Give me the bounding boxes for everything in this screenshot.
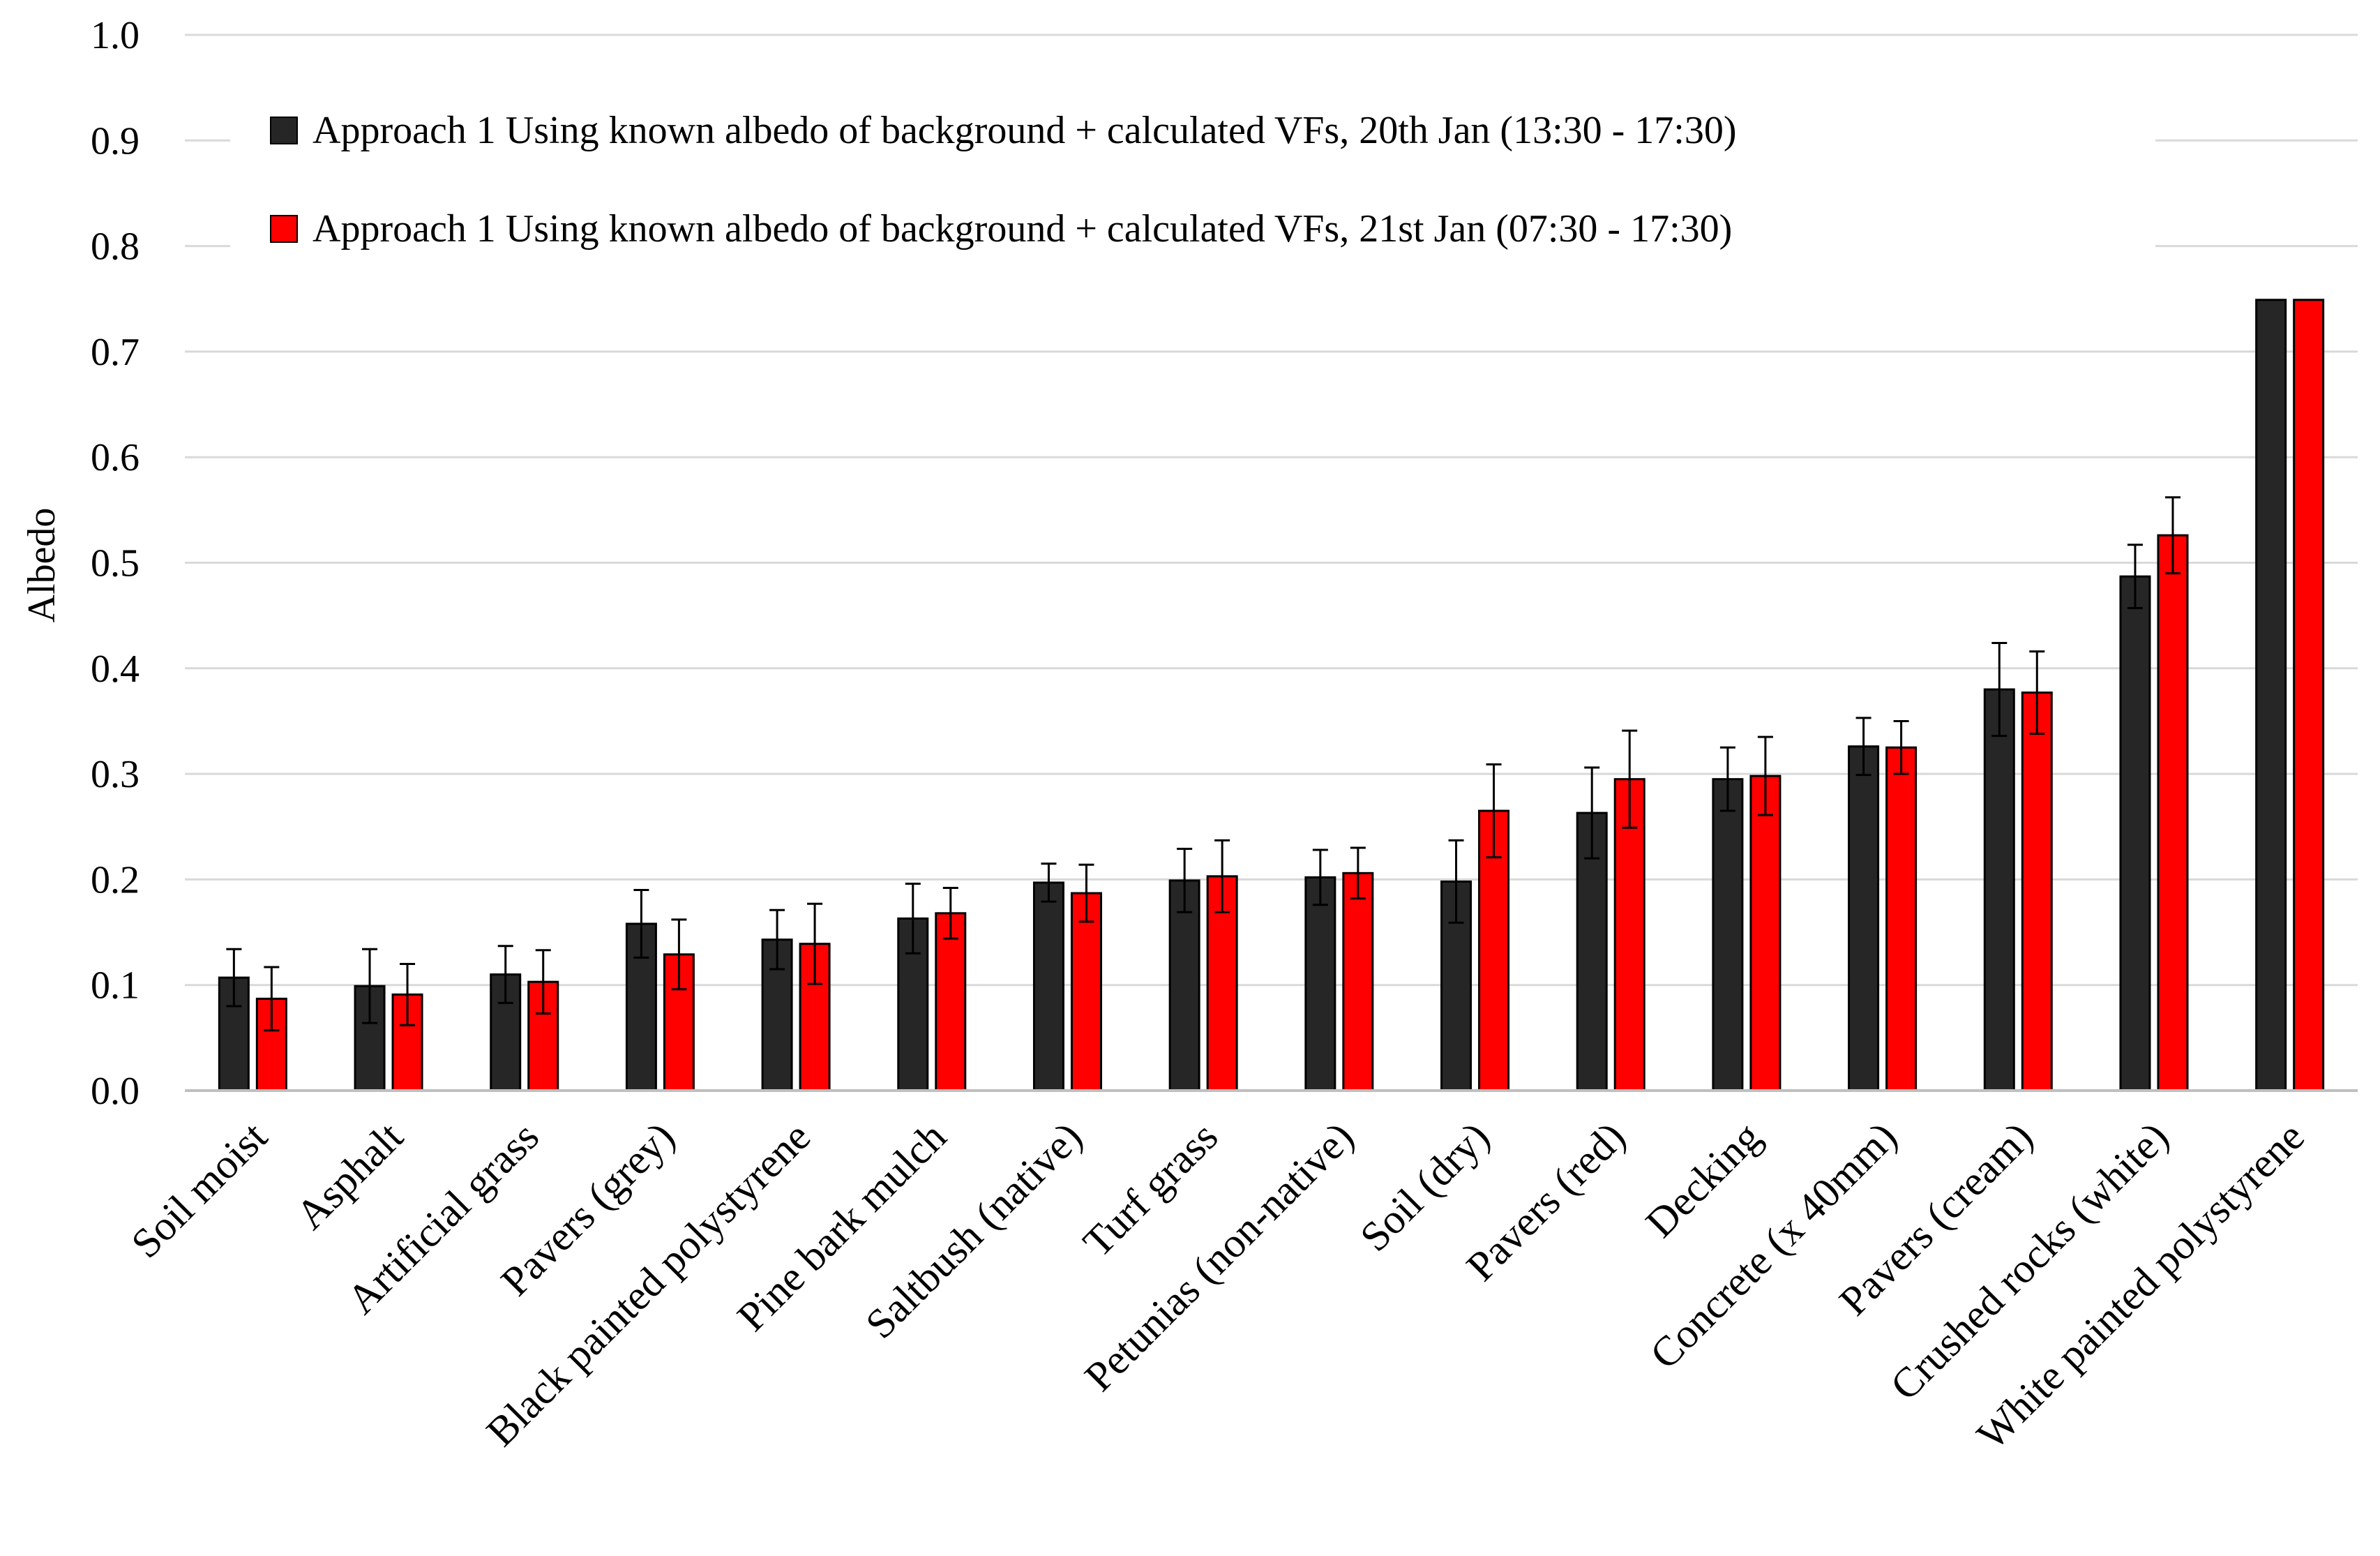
x-tick-label: Concrete (x 40mm) <box>1641 1114 1906 1378</box>
y-tick-label: 0.4 <box>91 648 140 691</box>
bar-series-2 <box>2021 691 2053 1092</box>
bars <box>218 299 2325 1092</box>
legend: Approach 1 Using known albedo of backgro… <box>230 92 2155 262</box>
y-tick-label: 0.5 <box>91 542 140 585</box>
bar-series-1 <box>2119 575 2151 1092</box>
bar-series-1 <box>1168 879 1200 1092</box>
legend-swatch-series-2 <box>270 215 298 243</box>
y-tick-label: 0.0 <box>91 1070 140 1113</box>
bar-series-1 <box>2255 299 2287 1092</box>
bar-series-2 <box>2157 534 2189 1092</box>
legend-label-series-1: Approach 1 Using known albedo of backgro… <box>312 109 1736 152</box>
y-tick-label: 1.0 <box>91 14 140 57</box>
x-tick-label: Asphalt <box>287 1113 412 1238</box>
y-axis-title: Albedo <box>20 508 63 623</box>
bar-series-2 <box>1885 746 1918 1092</box>
error-bars <box>226 496 2181 1032</box>
legend-background <box>230 92 2155 262</box>
x-tick-label: Soil moist <box>123 1113 276 1266</box>
y-tick-label: 0.3 <box>91 753 140 796</box>
x-tick-label: Decking <box>1637 1114 1770 1246</box>
bar-series-2 <box>935 912 967 1092</box>
y-tick-label: 0.2 <box>91 858 140 902</box>
y-tick-label: 0.7 <box>91 331 140 374</box>
y-tick-label: 0.8 <box>91 225 140 269</box>
x-tick-label: Petunias (non-native) <box>1076 1114 1362 1400</box>
bar-series-2 <box>1342 871 1374 1092</box>
y-tick-label: 0.9 <box>91 119 140 163</box>
y-tick-label: 0.1 <box>91 964 140 1008</box>
bar-series-1 <box>1304 876 1336 1092</box>
bar-series-2 <box>255 997 287 1092</box>
bar-series-2 <box>1749 775 1782 1092</box>
legend-swatch-series-1 <box>270 117 298 144</box>
bar-series-1 <box>1848 745 1880 1092</box>
bar-series-1 <box>1032 881 1064 1092</box>
bar-series-1 <box>1712 778 1744 1092</box>
bar-series-1 <box>1983 688 2015 1092</box>
bar-series-2 <box>1070 892 1102 1092</box>
y-tick-label: 0.6 <box>91 436 140 479</box>
legend-label-series-2: Approach 1 Using known albedo of backgro… <box>312 207 1732 250</box>
y-axis-ticks: 0.0 0.1 0.2 0.3 0.4 0.5 0.6 0.7 0.8 0.9 1.0 <box>91 14 140 1113</box>
bar-series-2 <box>2293 299 2325 1092</box>
